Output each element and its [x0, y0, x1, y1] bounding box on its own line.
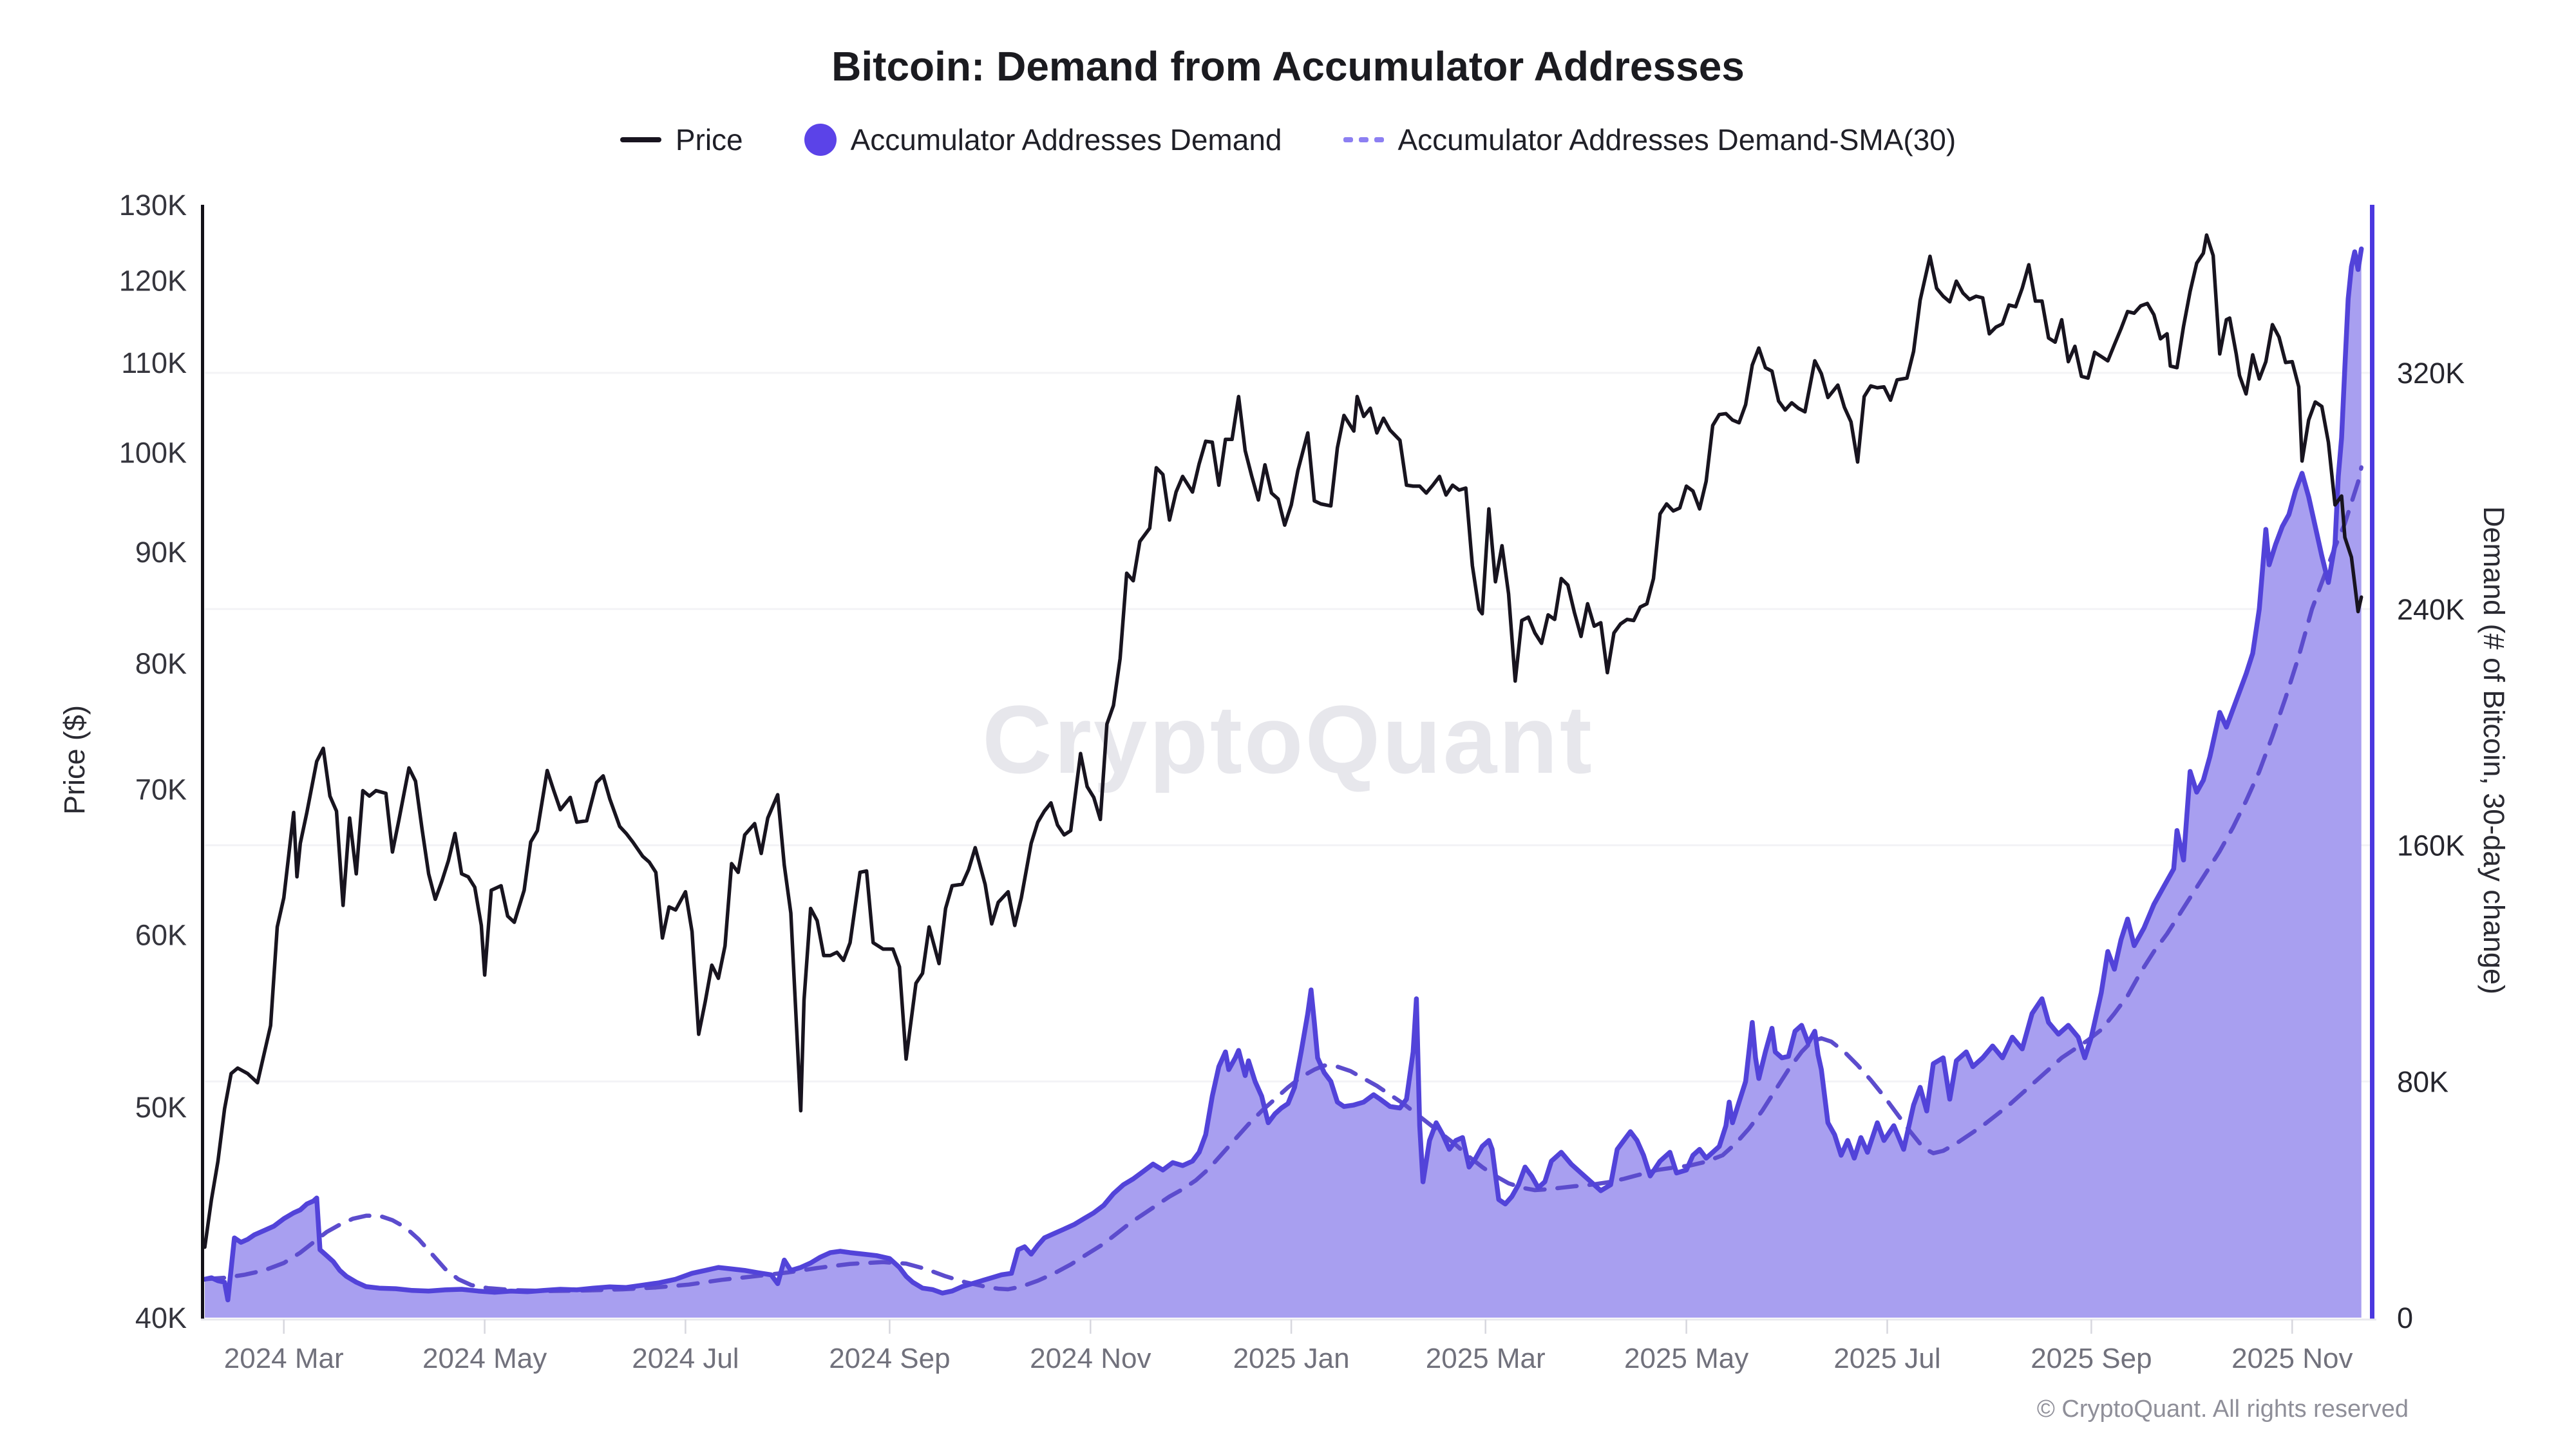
demand-tick-label: 80K: [2397, 1065, 2448, 1098]
x-tick-label: 2024 Sep: [829, 1343, 950, 1374]
copyright-note: © CryptoQuant. All rights reserved: [2036, 1396, 2409, 1423]
left-axis-title: Price ($): [58, 705, 91, 815]
price-tick-label: 50K: [135, 1091, 187, 1124]
demand-dot-icon: [804, 124, 837, 156]
sma-line: [202, 465, 2363, 1293]
legend-item-demand-sma[interactable]: Accumulator Addresses Demand-SMA(30): [1343, 122, 1956, 157]
x-tick-label: 2024 Nov: [1030, 1343, 1151, 1374]
price-line: [203, 233, 2363, 1249]
price-line-icon: [620, 137, 661, 142]
price-tick-label: 90K: [135, 536, 187, 569]
legend-label: Price: [675, 123, 743, 156]
x-tick-label: 2024 Mar: [224, 1343, 344, 1374]
demand-tick-label: 240K: [2397, 593, 2465, 626]
price-tick-label: 70K: [135, 773, 187, 806]
demand-tick-label: 160K: [2397, 829, 2465, 862]
x-tick-label: 2024 May: [422, 1343, 547, 1374]
x-tick-label: 2025 May: [1624, 1343, 1748, 1374]
demand-line: [202, 246, 2364, 1303]
demand-area: [205, 249, 2362, 1318]
x-tick-label: 2025 Jan: [1233, 1343, 1350, 1374]
chart-legend: Price Accumulator Addresses Demand Accum…: [0, 122, 2576, 157]
legend-label: Accumulator Addresses Demand-SMA(30): [1397, 123, 1956, 156]
chart-title: Bitcoin: Demand from Accumulator Address…: [831, 43, 1745, 90]
price-tick-label: 80K: [135, 647, 187, 680]
price-tick-label: 110K: [121, 346, 187, 379]
price-tick-label: 120K: [119, 264, 187, 297]
legend-item-demand[interactable]: Accumulator Addresses Demand: [804, 122, 1282, 157]
right-axis-title: Demand (# of Bitcoin, 30-day change): [2477, 506, 2510, 994]
legend-item-price[interactable]: Price: [620, 122, 743, 157]
price-tick-label: 40K: [135, 1302, 187, 1334]
x-tick-label: 2025 Mar: [1426, 1343, 1546, 1374]
legend-label: Accumulator Addresses Demand: [850, 123, 1282, 156]
sma-dashes-icon: [1343, 137, 1384, 142]
right-axis-spine: [2370, 205, 2374, 1320]
price-tick-label: 100K: [119, 437, 187, 469]
x-tick-label: 2025 Jul: [1833, 1343, 1940, 1374]
demand-tick-label: 0: [2397, 1302, 2413, 1334]
x-tick-label: 2024 Jul: [632, 1343, 739, 1374]
x-tick-label: 2025 Nov: [2231, 1343, 2353, 1374]
x-tick-label: 2025 Sep: [2031, 1343, 2152, 1374]
left-axis-spine: [201, 205, 204, 1320]
price-tick-label: 130K: [119, 189, 187, 222]
price-tick-label: 60K: [135, 919, 187, 952]
demand-tick-label: 320K: [2397, 357, 2465, 390]
